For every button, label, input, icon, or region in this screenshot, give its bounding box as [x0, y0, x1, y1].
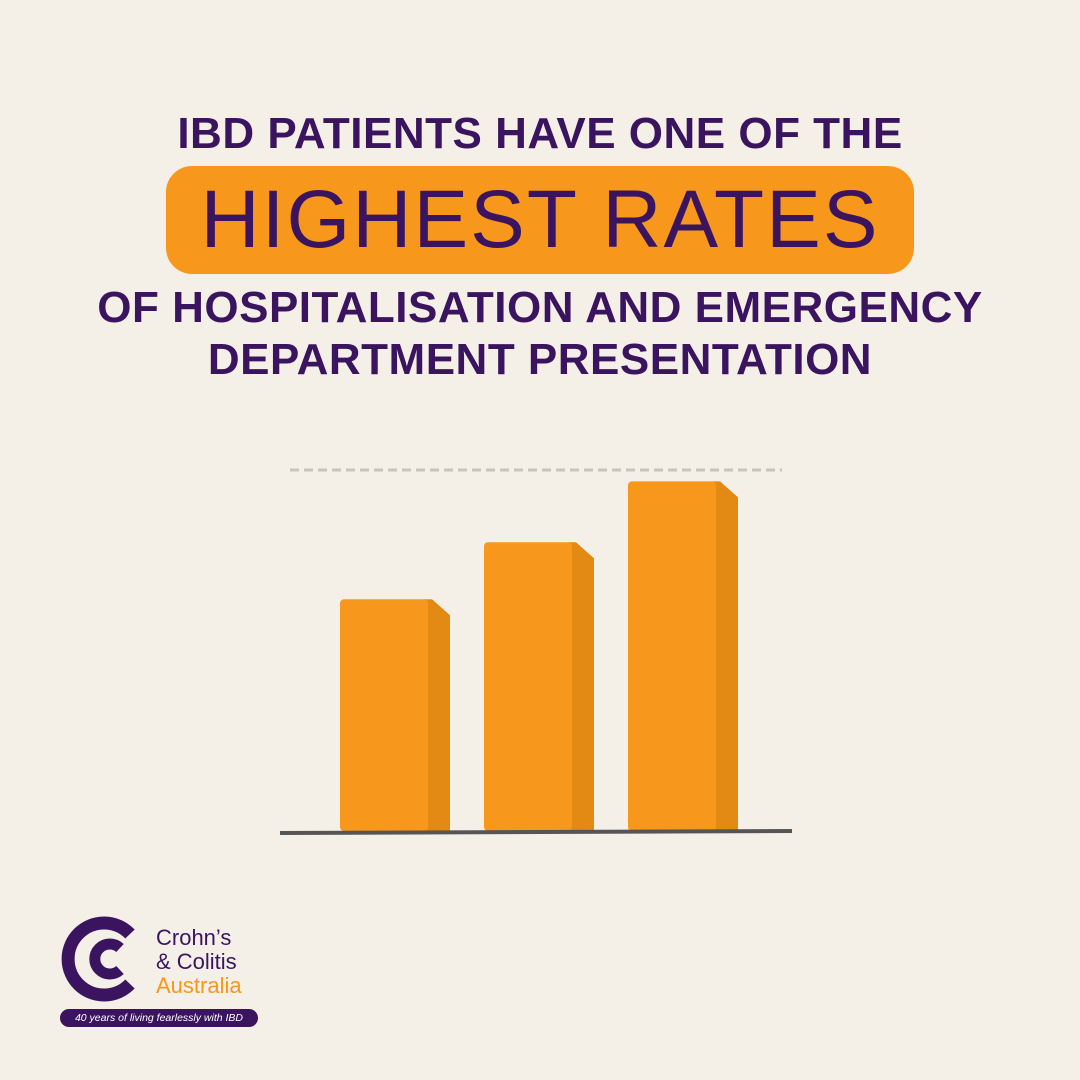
bar-1-front: [340, 599, 428, 831]
bar-3: [628, 481, 738, 831]
bar-3-front: [628, 481, 716, 831]
highlight-pill: HIGHEST RATES: [166, 166, 914, 274]
headline-line-3: OF HOSPITALISATION AND EMERGENCY: [97, 283, 983, 332]
x-axis-baseline: [279, 829, 793, 835]
crohns-colitis-c-logo-icon: [61, 916, 135, 1002]
brand-tagline: 40 years of living fearlessly with IBD: [60, 1009, 258, 1027]
bar-3-side: [712, 481, 738, 831]
headline: IBD PATIENTS HAVE ONE OF THE HIGHEST RAT…: [0, 108, 1080, 386]
brand-line-2: & Colitis: [156, 949, 237, 974]
brand-line-1: Crohn’s: [156, 925, 232, 950]
bar-1: [340, 599, 450, 831]
bar-2-side: [568, 542, 594, 831]
bar-2-front: [484, 542, 572, 831]
highlight-wrap: HIGHEST RATES: [0, 166, 1080, 278]
bar-2: [484, 542, 594, 831]
brand-name: Crohn’s & Colitis Australia: [156, 926, 242, 998]
bar-1-side: [424, 599, 450, 831]
headline-line-1: IBD PATIENTS HAVE ONE OF THE: [177, 109, 903, 158]
headline-line-4: DEPARTMENT PRESENTATION: [207, 335, 873, 384]
brand-logo: Crohn’s & Colitis Australia 40 years of …: [60, 916, 280, 1027]
brand-line-3: Australia: [156, 973, 242, 998]
